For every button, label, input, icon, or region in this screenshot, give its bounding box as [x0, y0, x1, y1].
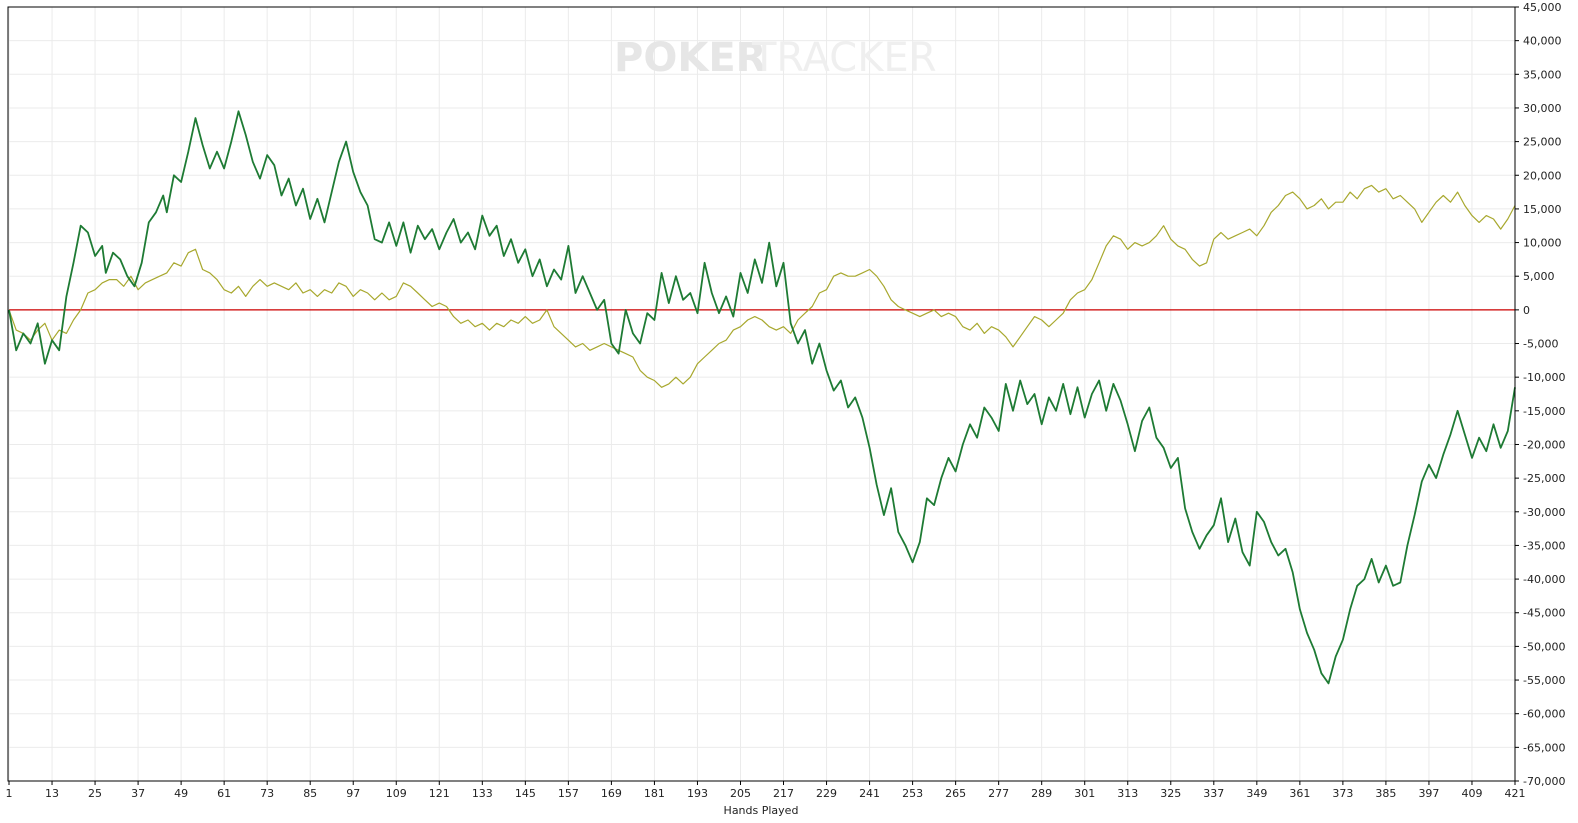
y-axis: 45,000 40,000 35,000 30,000 25,000 20,000 15,0…: [1515, 1, 1565, 788]
x-tick-label: 145: [515, 787, 536, 800]
x-tick-label: 373: [1332, 787, 1353, 800]
x-tick-label: 325: [1160, 787, 1181, 800]
x-tick-label: 337: [1203, 787, 1224, 800]
x-tick-label: 121: [429, 787, 450, 800]
x-tick-label: 349: [1246, 787, 1267, 800]
x-tick-label: 25: [88, 787, 102, 800]
x-tick-label: 169: [601, 787, 622, 800]
x-tick-label: 37: [131, 787, 145, 800]
y-tick-label: -65,000: [1523, 741, 1565, 754]
x-axis-title: Hands Played: [724, 804, 799, 817]
x-tick-label: 421: [1505, 787, 1526, 800]
y-tick-label: -5,000: [1523, 338, 1558, 351]
y-tick-label: 5,000: [1523, 270, 1555, 283]
y-tick-label: -30,000: [1523, 506, 1565, 519]
x-tick-label: 313: [1117, 787, 1138, 800]
y-tick-label: -50,000: [1523, 640, 1565, 653]
series-line-olive: [8, 184, 1516, 388]
x-tick-label: 73: [260, 787, 274, 800]
x-tick-label: 133: [472, 787, 493, 800]
x-tick-label: 301: [1074, 787, 1095, 800]
y-tick-label: -10,000: [1523, 371, 1565, 384]
y-tick-label: 30,000: [1523, 102, 1562, 115]
watermark-left-text: POKER: [614, 35, 766, 81]
y-tick-label: -45,000: [1523, 607, 1565, 620]
x-tick-label: 109: [386, 787, 407, 800]
x-tick-label: 49: [174, 787, 188, 800]
gridlines: [8, 6, 1516, 782]
x-tick-label: 217: [773, 787, 794, 800]
y-tick-label: 35,000: [1523, 68, 1562, 81]
y-tick-label: 45,000: [1523, 1, 1562, 14]
series-line-green: [8, 110, 1516, 685]
y-tick-label: -55,000: [1523, 674, 1565, 687]
y-tick-label: -35,000: [1523, 539, 1565, 552]
y-tick-label: 15,000: [1523, 203, 1562, 216]
x-tick-label: 157: [558, 787, 579, 800]
y-tick-label: -15,000: [1523, 405, 1565, 418]
watermark-right-text: TRACKER: [751, 35, 937, 81]
x-tick-label: 265: [945, 787, 966, 800]
x-tick-label: 289: [1031, 787, 1052, 800]
x-tick-label: 409: [1461, 787, 1482, 800]
y-tick-label: 10,000: [1523, 237, 1562, 250]
plot-frame: [7, 6, 1516, 782]
y-tick-label: 40,000: [1523, 35, 1562, 48]
x-tick-label: 181: [644, 787, 665, 800]
x-tick-label: 253: [902, 787, 923, 800]
x-tick-label: 397: [1418, 787, 1439, 800]
x-tick-label: 385: [1375, 787, 1396, 800]
pokertracker-watermark: POKER TRACKER: [614, 35, 937, 81]
x-tick-label: 205: [730, 787, 751, 800]
series-lines: [8, 110, 1516, 685]
x-tick-label: 229: [816, 787, 837, 800]
x-tick-label: 1: [6, 787, 13, 800]
x-tick-label: 361: [1289, 787, 1310, 800]
y-tick-label: 25,000: [1523, 136, 1562, 149]
x-tick-label: 61: [217, 787, 231, 800]
y-tick-label: -70,000: [1523, 775, 1565, 788]
y-tick-label: 20,000: [1523, 169, 1562, 182]
x-tick-label: 13: [45, 787, 59, 800]
x-tick-label: 85: [303, 787, 317, 800]
x-tick-label: 241: [859, 787, 880, 800]
y-tick-label: -60,000: [1523, 708, 1565, 721]
x-tick-label: 97: [346, 787, 360, 800]
x-axis: 1 13 25 37 49 61 73 85 97 109 121 133 145 157 169 181 19…: [6, 781, 1526, 800]
x-tick-label: 277: [988, 787, 1009, 800]
y-tick-label: -25,000: [1523, 472, 1565, 485]
y-tick-label: -40,000: [1523, 573, 1565, 586]
y-tick-label: -20,000: [1523, 438, 1565, 451]
x-tick-label: 193: [687, 787, 708, 800]
y-tick-label: 0: [1523, 304, 1530, 317]
